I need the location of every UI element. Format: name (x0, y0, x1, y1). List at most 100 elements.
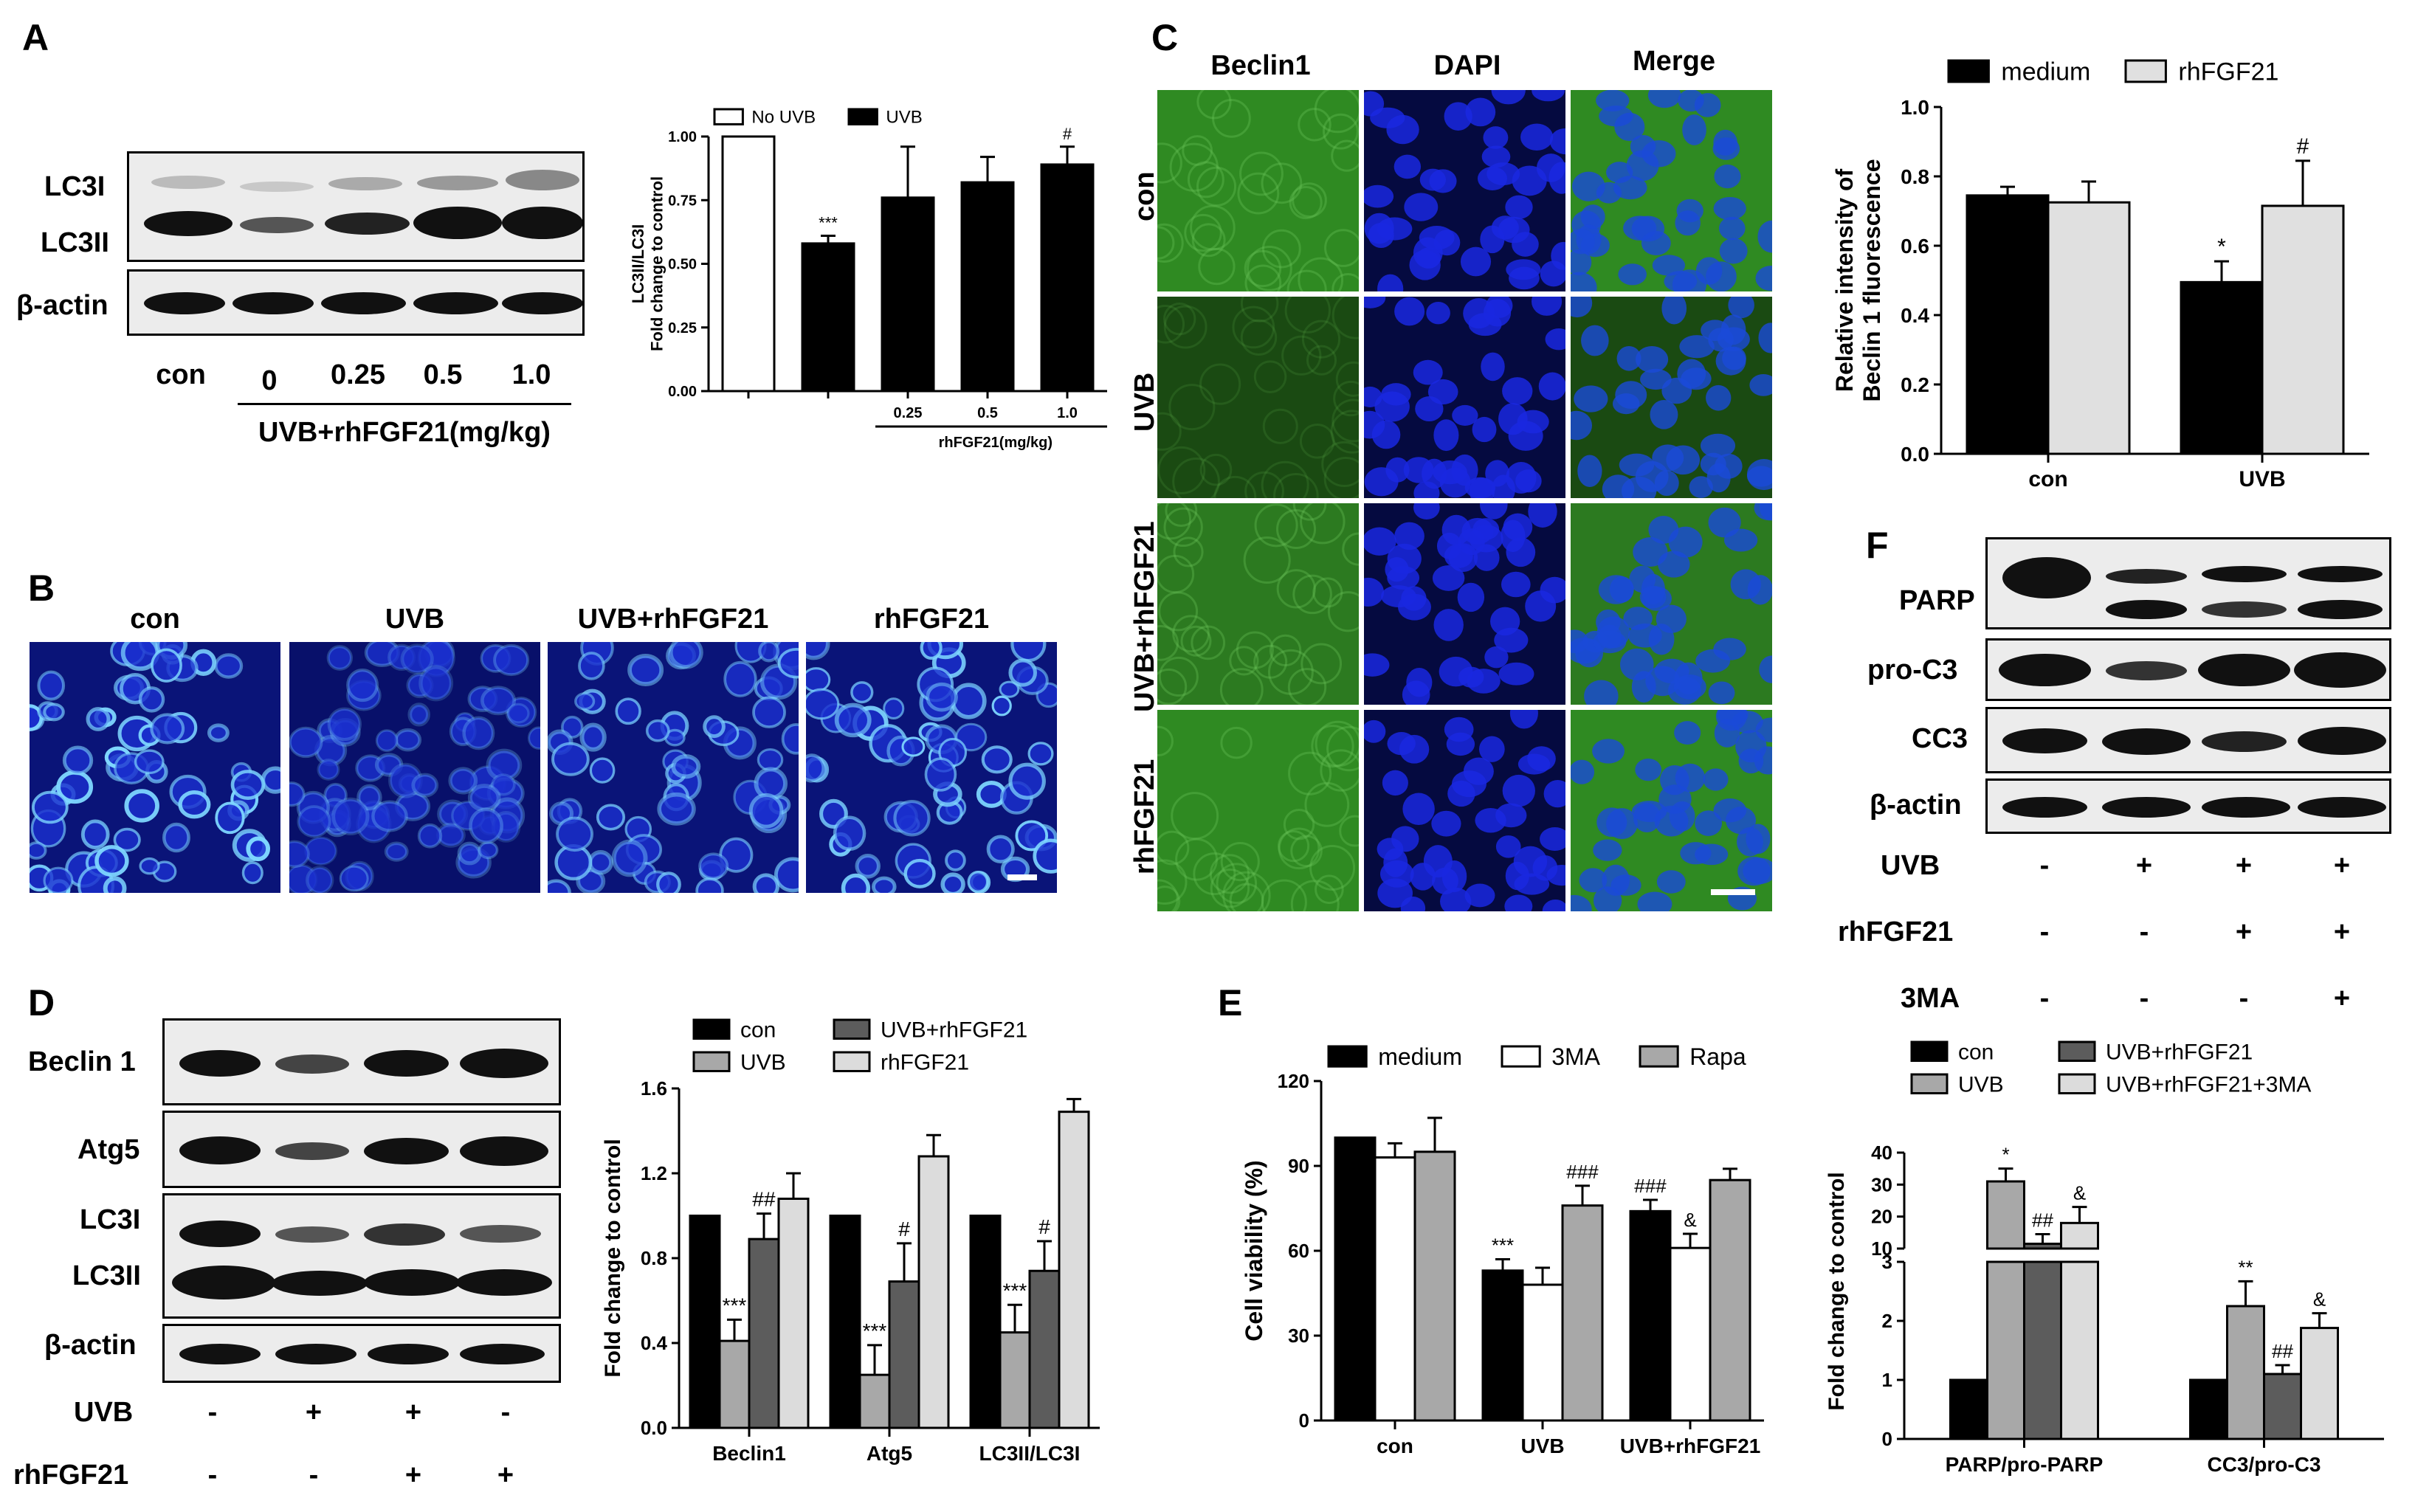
blot-lc3 (127, 151, 585, 262)
significance-label: ### (1634, 1175, 1667, 1197)
significance-label: ## (2272, 1340, 2293, 1362)
cell-nucleus (462, 716, 495, 750)
bar (2060, 1260, 2099, 1440)
cell-nucleus (806, 642, 830, 660)
cell-nucleus (113, 827, 141, 852)
y-tick-label: 120 (1278, 1070, 1309, 1092)
cell-nucleus (574, 692, 596, 711)
significance-label: # (1063, 125, 1072, 143)
bar (1374, 1156, 1416, 1422)
cell-nucleus (748, 793, 784, 829)
chart-d: 0.0 0.4 0.8 1.2 1.6 Fold change to control ***… (601, 1018, 1100, 1465)
legend-swatch (1910, 1073, 1949, 1094)
cell-nucleus (967, 870, 989, 893)
bar (1629, 1209, 1672, 1422)
y-tick-label: 0.00 (668, 384, 697, 400)
cell-nucleus (940, 872, 965, 893)
legend-swatch (833, 1051, 871, 1072)
cell-nucleus (901, 736, 926, 757)
cell-nucleus (346, 669, 379, 703)
b-col-label-uvb-rhfgf21: UVB+rhFGF21 (577, 604, 769, 635)
cell-nucleus (806, 688, 840, 720)
cell-nucleus (781, 723, 799, 755)
f-cond-sign: + (2235, 850, 2253, 881)
d-cond-label-rhfgf21: rhFGF21 (13, 1460, 129, 1491)
cell-nucleus (448, 767, 478, 795)
bar (2263, 1373, 2302, 1440)
cell-nucleus (289, 781, 306, 807)
cell-nucleus (261, 766, 280, 794)
cell-nucleus (86, 707, 111, 731)
y-tick-label: 30 (1871, 1173, 1892, 1195)
chart-e: 0 30 60 90 120 Cell viability (%) con *** ### UVB… (1241, 1043, 1764, 1457)
x-tick-label: 0.5 (977, 405, 998, 421)
c-image-rhfgf21-beclin1 (1157, 710, 1359, 911)
legend-label: UVB+rhFGF21 (2106, 1040, 2253, 1064)
y-axis-label: Fold change to control (1825, 1172, 1849, 1410)
cell-nucleus (758, 642, 780, 663)
legend-label: UVB (1958, 1072, 2004, 1097)
cell-nucleus (556, 816, 594, 852)
f-cond-sign: + (2333, 916, 2351, 947)
cell-nucleus (669, 642, 703, 669)
legend-label: con (740, 1018, 776, 1042)
blot-atg5 (162, 1111, 561, 1188)
d-cond-sign: + (305, 1397, 323, 1428)
panel-label-b: B (28, 567, 55, 609)
cell-nucleus (457, 841, 482, 866)
cell-nucleus (339, 865, 369, 892)
b-scale-bar (1007, 874, 1037, 880)
y-tick-label: 40 (1871, 1142, 1892, 1164)
c-image-uvb-merge (1571, 297, 1772, 498)
x-tick-label: con (1377, 1435, 1413, 1457)
cell-nucleus (981, 745, 1013, 774)
cell-nucleus (317, 759, 340, 781)
d-cond-sign: + (497, 1460, 514, 1491)
chart-c: 0.0 0.2 0.4 0.6 0.8 1.0 Relative intensity ofB… (1831, 58, 2369, 491)
cell-nucleus (615, 697, 641, 725)
cell-nucleus (371, 800, 408, 832)
bar (1986, 1260, 2025, 1440)
x-tick-label: UVB (2239, 467, 2285, 491)
y-tick-label: 90 (1288, 1155, 1309, 1177)
cell-nucleus (548, 879, 571, 893)
bar (2261, 204, 2345, 455)
legend-label: medium (1378, 1043, 1462, 1070)
blot-beclin1 (162, 1018, 561, 1105)
d-cond-sign: + (404, 1397, 422, 1428)
legend-swatch (1501, 1045, 1541, 1068)
significance-label: *** (723, 1294, 747, 1316)
blot-beta-actin-f (1985, 779, 2391, 834)
cell-nucleus (579, 722, 607, 752)
bar (721, 135, 776, 393)
cell-nucleus (230, 770, 266, 800)
bar (1413, 1150, 1456, 1422)
lane-label-05: 0.5 (423, 359, 463, 390)
cell-nucleus (883, 697, 905, 719)
cell-nucleus (30, 841, 47, 860)
cell-nucleus (806, 753, 826, 783)
f-cond-label-uvb: UVB (1881, 850, 1940, 881)
cell-nucleus (1008, 762, 1046, 800)
bar (2023, 1243, 2062, 1250)
cell-nucleus (999, 680, 1020, 698)
cell-nucleus (723, 660, 757, 697)
bar (960, 181, 1015, 393)
cell-nucleus (331, 797, 370, 836)
cell-nucleus (304, 836, 337, 866)
cell-nucleus (611, 839, 648, 877)
c-image-uvb-beclin1 (1157, 297, 1359, 498)
y-axis-label: Fold change to control (601, 1139, 625, 1377)
f-label-cc3: CC3 (1912, 723, 1968, 754)
y-tick-label: 20 (1871, 1206, 1892, 1228)
c-row-label-rhfgf21: rhFGF21 (1129, 759, 1160, 874)
y-tick-label: 0.0 (1901, 443, 1929, 466)
bar (1481, 1269, 1524, 1422)
bar (881, 196, 935, 393)
legend-swatch (692, 1018, 731, 1040)
b-image-uvb-rhfgf21 (548, 642, 799, 893)
d-cond-sign: + (404, 1460, 422, 1491)
d-label-beta-actin: β-actin (44, 1330, 137, 1361)
cell-nucleus (986, 835, 1015, 863)
cell-nucleus (407, 703, 430, 727)
